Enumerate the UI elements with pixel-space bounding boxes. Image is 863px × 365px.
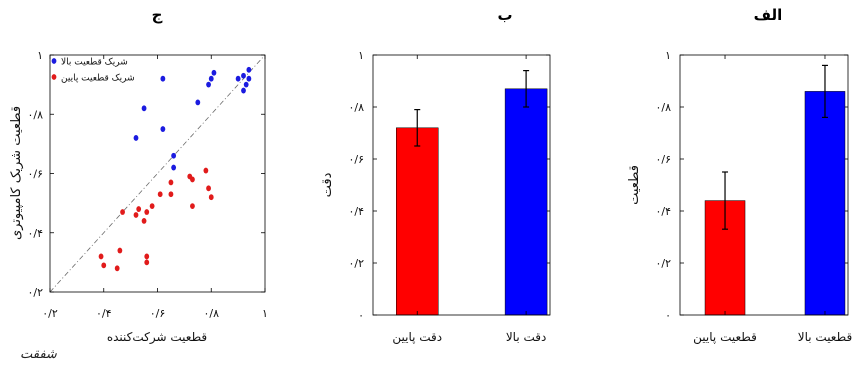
scatter-point-low: [208, 194, 214, 201]
scatter-point-high: [133, 135, 139, 141]
x-category-label: دقت بالا: [506, 330, 547, 344]
panel-b-y-axis-label: دقت: [320, 172, 335, 197]
y-tick-label: ۰/۲: [348, 257, 364, 270]
y-tick-label: ۰/۸: [348, 101, 364, 114]
y-tick-label: ۰/۲: [27, 286, 43, 299]
scatter-point-low: [144, 253, 150, 260]
y-tick-label: ۰: [358, 309, 364, 322]
scatter-point-low: [141, 218, 147, 224]
scatter-point-low: [203, 167, 209, 174]
scatter-point-high: [206, 81, 211, 88]
scatter-point-low: [136, 206, 142, 212]
legend-marker-low: [51, 74, 57, 80]
panel-a-title: الف: [754, 6, 783, 24]
signature-logo: شفقت: [20, 347, 58, 362]
y-tick-label: ۰/۴: [348, 205, 364, 218]
y-tick-label: ۰: [665, 309, 671, 322]
legend-label-high: شریک قطعیت بالا: [61, 58, 128, 68]
y-tick-label: ۱: [665, 49, 671, 62]
scatter-point-high: [171, 152, 177, 159]
scatter-point-low: [190, 176, 195, 183]
panel-b-title: ب: [497, 6, 512, 24]
panel-b-axes-frame: [372, 54, 551, 316]
scatter-point-low: [117, 247, 123, 254]
y-tick-label: ۰/۴: [27, 227, 43, 240]
scatter-point-low: [149, 203, 155, 209]
scatter-point-high: [160, 75, 166, 82]
scatter-point-high: [160, 126, 166, 132]
scatter-point-low: [120, 209, 125, 215]
scatter-point-high: [195, 99, 201, 106]
x-tick-label: ۰/۶: [150, 307, 166, 320]
y-tick-label: ۰/۶: [348, 153, 364, 166]
scatter-point-low: [157, 191, 163, 198]
scatter-point-high: [141, 105, 147, 112]
scatter-point-low: [190, 203, 195, 209]
panel-c-plot-area: ۰/۲ ۰/۴ ۰/۶ ۰/۸ ۱ ۰/۲ ۰/۴ ۰/۶ ۰/۸ ۱: [27, 49, 267, 320]
y-tick-label: ۱: [358, 49, 364, 62]
x-tick-label: ۰/۸: [203, 307, 219, 320]
error-bar: [523, 69, 530, 108]
panel-a-y-axis-label: قطعیت: [627, 165, 642, 205]
x-tick-label: ۰/۴: [96, 307, 112, 320]
scatter-point-high: [211, 69, 217, 76]
scatter-point-high: [241, 72, 246, 79]
scatter-point-high: [246, 75, 252, 82]
panel-b-bar-chart: ب ۰ ۰/۲ ۰/۴ ۰/۶ ۰/۸ ۱ دقت پایین دقت بالا دقت: [320, 6, 551, 345]
legend-label-low: شریک قطعیت پایین: [61, 74, 135, 84]
scatter-point-low: [168, 191, 174, 198]
scatter-point-high: [243, 81, 249, 88]
scatter-point-low: [144, 259, 150, 266]
y-tick-label: ۰/۶: [655, 153, 671, 166]
error-bar: [821, 64, 828, 119]
y-tick-label: ۰/۸: [655, 101, 671, 114]
legend: شریک قطعیت بالا شریک قطعیت پایین: [51, 58, 135, 84]
panel-c-y-axis-label: قطعیت شریک کامپیوتری: [9, 106, 24, 240]
y-tick-label: ۰/۲: [655, 257, 671, 270]
bar-1: [504, 88, 548, 316]
error-bar: [414, 108, 421, 147]
scatter-point-low: [114, 265, 120, 272]
y-tick-label: ۰/۴: [655, 205, 671, 218]
y-tick-label: ۰/۶: [27, 168, 43, 181]
y-tick-label: ۱: [37, 49, 43, 62]
panel-c-x-axis-label: قطعیت شرکت‌کننده: [107, 330, 207, 345]
bar-0: [396, 127, 439, 316]
error-bar: [722, 171, 729, 230]
scatter-point-high: [235, 75, 241, 82]
scatter-point-low: [206, 185, 211, 192]
scatter-point-low: [133, 212, 139, 218]
panel-c-axes-frame: [49, 54, 266, 293]
x-category-label: دقت پایین: [392, 330, 442, 345]
y-tick-label: ۰/۸: [27, 108, 43, 121]
panel-a-axes-frame: [679, 54, 849, 316]
scatter-point-high: [171, 164, 177, 171]
x-tick-label: ۰/۲: [42, 307, 58, 320]
identity-reference-line: [49, 54, 266, 293]
panel-a-plot-area: ۰ ۰/۲ ۰/۴ ۰/۶ ۰/۸ ۱ قطعیت پایین قطعیت بالا: [655, 49, 852, 345]
x-category-label: قطعیت پایین: [693, 330, 757, 345]
scatter-point-low: [168, 179, 174, 186]
scatter-point-low: [101, 262, 107, 269]
panel-c-scatter: ج ۰/۲ ۰/۴ ۰/۶ ۰/۸ ۱ ۰/۲ ۰/۴ ۰/۶ ۰/۸ ۱ شریک قطعیت …: [9, 6, 268, 345]
scatter-point-high: [208, 75, 214, 82]
scatter-point-low: [144, 209, 150, 215]
x-tick-label: ۱: [262, 307, 268, 320]
x-category-label: قطعیت بالا: [798, 330, 852, 344]
panel-c-title: ج: [152, 6, 163, 24]
scatter-point-high: [246, 66, 252, 73]
scatter-point-low: [98, 253, 104, 260]
legend-marker-high: [51, 58, 57, 64]
bar-1: [804, 91, 846, 316]
panel-b-plot-area: ۰ ۰/۲ ۰/۴ ۰/۶ ۰/۸ ۱ دقت پایین دقت بالا: [348, 49, 550, 345]
scatter-point-high: [241, 87, 246, 94]
